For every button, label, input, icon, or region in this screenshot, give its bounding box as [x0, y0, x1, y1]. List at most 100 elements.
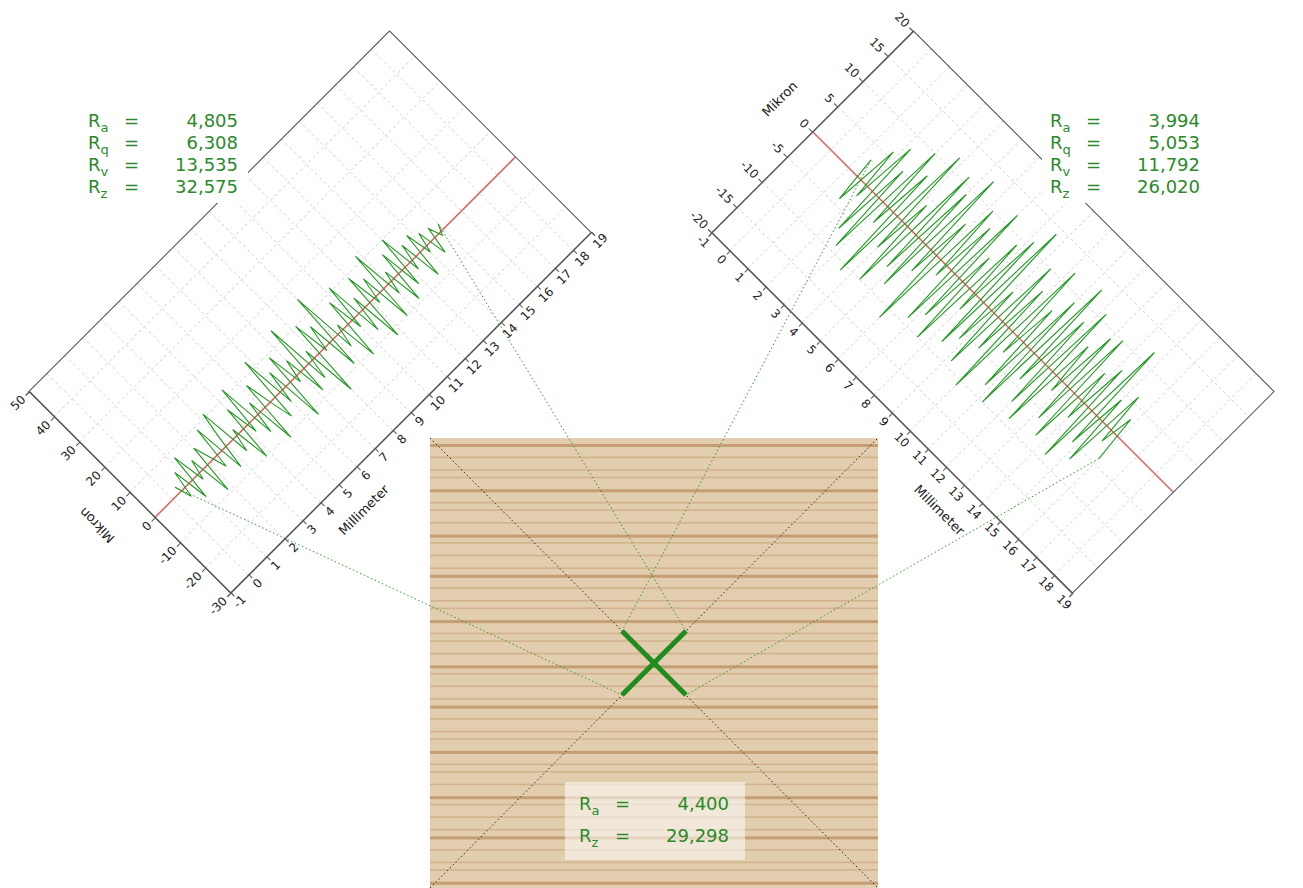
stats: Ra=4,805Rq=6,308Rv=13,535Rz=32,575	[80, 105, 248, 203]
tick: 13	[478, 335, 503, 360]
tick-label: 7	[376, 450, 391, 465]
tick: 2	[750, 284, 769, 303]
tick: 7	[372, 446, 391, 465]
wood-grain	[430, 620, 878, 623]
tick-label: 5	[340, 486, 355, 501]
stat-subscript: z	[592, 835, 599, 850]
stat-sign: =	[615, 793, 630, 814]
wood-grain	[430, 477, 878, 479]
tick-label: 5	[804, 342, 819, 357]
tick-mark	[573, 250, 577, 254]
wood-grain	[430, 608, 878, 610]
tick-mark	[375, 448, 379, 452]
tick: 5	[804, 338, 823, 357]
wood-grain	[430, 535, 878, 538]
stat-sign: =	[124, 154, 139, 175]
tick-mark	[227, 593, 231, 597]
stat-symbol-letter: R	[579, 825, 592, 846]
tick-mark	[817, 341, 821, 345]
grid-line	[762, 182, 1123, 543]
stat-subscript: a	[592, 803, 600, 818]
tick-label: 15	[867, 35, 888, 56]
tick: 12	[927, 462, 952, 487]
axis-line	[708, 28, 913, 233]
wood-grain	[430, 673, 878, 675]
tick: 3	[768, 302, 787, 321]
tick: 8	[858, 392, 877, 411]
tick: 5	[336, 482, 355, 501]
tick-mark	[784, 154, 788, 158]
tick-label: 14	[964, 502, 985, 523]
tick: 18	[568, 245, 593, 270]
x-axis: -1012345678910111213141516171819	[227, 227, 611, 611]
stat-symbol-letter: R	[1050, 176, 1063, 197]
tick: 16	[1000, 534, 1025, 559]
wood-grain	[430, 698, 878, 700]
stat-sign: =	[124, 176, 139, 197]
tick-mark	[555, 268, 559, 272]
tick-mark	[1069, 593, 1073, 597]
tick: -20	[181, 563, 210, 592]
stat-symbol-letter: R	[88, 132, 101, 153]
wood-grain	[430, 542, 878, 544]
tick-mark	[763, 287, 767, 291]
wood-grain	[430, 555, 878, 557]
tick-mark	[127, 493, 131, 497]
tick-mark	[853, 377, 857, 381]
stat-value: 3,994	[1148, 110, 1200, 131]
tick-label: 0	[796, 116, 811, 131]
tick-mark	[859, 78, 863, 82]
tick-mark	[321, 503, 325, 507]
tick-label: 19	[590, 231, 611, 252]
tick-label: 19	[1054, 592, 1075, 613]
tick-mark	[925, 449, 929, 453]
stat-symbol-letter: R	[88, 110, 101, 131]
tick-label: 16	[536, 285, 557, 306]
stat-symbol-letter: R	[1050, 154, 1063, 175]
stat-value: 4,805	[186, 110, 238, 131]
measure-cross	[622, 631, 686, 695]
tick-mark	[249, 575, 253, 579]
tick-mark	[483, 340, 487, 344]
axis-line	[26, 392, 231, 597]
profile-chart: -1012345678910111213141516171819-30-20-1…	[0, 20, 627, 661]
wood-grain	[430, 706, 878, 709]
tick-label: 7	[840, 378, 855, 393]
y-axis-title: Mikron	[759, 78, 800, 119]
tick-label: 13	[482, 339, 503, 360]
tick-mark	[907, 431, 911, 435]
tick: 50	[8, 387, 34, 413]
wood-grain	[430, 509, 878, 511]
tick-mark	[1033, 557, 1037, 561]
tick: 9	[876, 410, 895, 429]
tick-mark	[519, 304, 523, 308]
wood-grain	[430, 869, 878, 871]
grid-line	[130, 132, 491, 493]
wood-grain	[430, 738, 878, 740]
profile-chart: -1012345678910111213141516171819-20-15-1…	[643, 0, 1284, 629]
tick: 10	[424, 389, 449, 414]
tick-label: 20	[892, 10, 913, 31]
wood-grain	[430, 567, 878, 569]
stat-sign: =	[124, 110, 139, 131]
y-axis-title: Mikron	[76, 504, 117, 545]
stat-sign: =	[124, 132, 139, 153]
tick-mark	[202, 568, 206, 572]
tick: 0	[246, 572, 265, 591]
tick-label: 12	[927, 466, 948, 487]
tick: 6	[354, 464, 373, 483]
wood-grain	[430, 600, 878, 602]
tick: 3	[300, 518, 319, 537]
tick: 30	[58, 437, 84, 463]
tick: -5	[768, 138, 792, 162]
y-axis: -30-20-1001020304050	[5, 386, 236, 617]
tick-mark	[1015, 539, 1019, 543]
tick-label: 6	[822, 360, 837, 375]
tick-label: 18	[1036, 574, 1057, 595]
stat-value: 6,308	[186, 132, 238, 153]
tick-label: -10	[738, 158, 762, 182]
tick: 1	[732, 266, 751, 285]
grid-line	[54, 56, 415, 417]
tick: 8	[390, 428, 409, 447]
tick: -15	[712, 183, 741, 212]
